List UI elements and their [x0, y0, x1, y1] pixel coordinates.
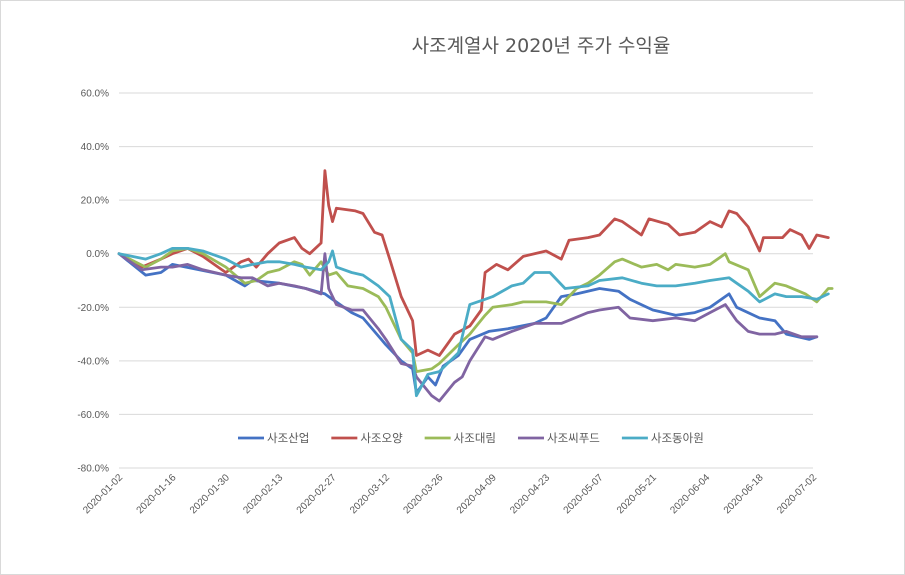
legend: 사조산업 사조오양 사조대림 사조씨푸드 사조동아원: [238, 431, 704, 445]
y-tick-label: -60.0%: [77, 410, 109, 421]
series-line-5: [117, 246, 830, 398]
x-tick-label: 2020-04-23: [508, 472, 552, 516]
x-axis-ticks: 2020-01-02 2020-01-16 2020-01-30 2020-02-13…: [81, 472, 819, 516]
legend-label: 사조씨푸드: [547, 431, 600, 445]
x-tick-label: 2020-02-27: [295, 472, 339, 516]
series-line-4: [117, 252, 819, 403]
y-tick-label: 40.0%: [81, 142, 109, 153]
legend-label: 사조대림: [454, 431, 496, 445]
y-tick-label: -20.0%: [77, 303, 109, 314]
y-tick-label: -80.0%: [77, 464, 109, 475]
x-tick-label: 2020-03-12: [348, 472, 392, 516]
gridlines: [119, 92, 813, 469]
x-tick-label: 2020-02-13: [241, 472, 285, 516]
legend-label: 사조산업: [267, 431, 309, 445]
y-tick-label: 0.0%: [86, 249, 109, 260]
x-tick-label: 2020-01-16: [135, 472, 179, 516]
y-axis-ticks: 60.0% 40.0% 20.0% 0.0% -20.0% -40.0% -60.0% -80…: [77, 89, 109, 475]
x-tick-label: 2020-05-21: [615, 472, 659, 516]
x-tick-label: 2020-06-18: [722, 472, 766, 516]
y-tick-label: 60.0%: [81, 89, 109, 100]
x-tick-label: 2020-01-02: [81, 472, 125, 516]
x-tick-label: 2020-01-30: [188, 472, 232, 516]
x-tick-label: 2020-03-26: [401, 472, 445, 516]
legend-label: 사조동아원: [651, 431, 704, 445]
y-tick-label: 20.0%: [81, 196, 109, 207]
x-tick-label: 2020-04-09: [455, 472, 499, 516]
y-tick-label: -40.0%: [77, 356, 109, 367]
series-line-2: [117, 169, 830, 357]
legend-label: 사조오양: [360, 431, 403, 445]
x-tick-label: 2020-06-04: [668, 472, 712, 516]
series-line-3: [117, 246, 834, 374]
chart-title: 사조계열사 2020년 주가 수익율: [411, 35, 671, 57]
series-lines: [117, 169, 834, 403]
x-tick-label: 2020-07-02: [775, 472, 819, 516]
x-tick-label: 2020-05-07: [562, 472, 606, 516]
